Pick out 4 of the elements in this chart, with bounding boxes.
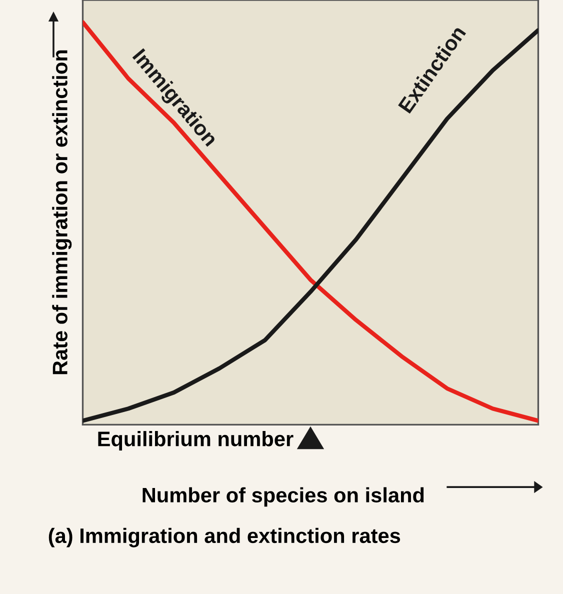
y-axis-title: Rate of immigration or extinction <box>52 50 72 374</box>
x-axis-title: Number of species on island <box>142 487 424 507</box>
text: Equilibrium number <box>98 431 294 450</box>
text: (a) Immigration and extinction rates <box>48 528 400 548</box>
